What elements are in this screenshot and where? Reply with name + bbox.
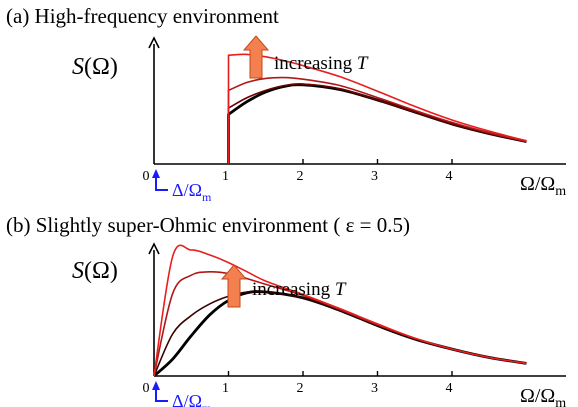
- panel-a-y-axis-arrowhead: [148, 36, 160, 49]
- panel-a-gap-marker: [155, 176, 168, 191]
- panel-a-series-line-3: [227, 76, 527, 164]
- panel-b-annotation: increasing T: [252, 279, 347, 300]
- panel-b-tick-label: 3: [371, 381, 378, 396]
- panel-a-tick-label: 4: [446, 169, 453, 184]
- panel-a-series-line-1: [227, 83, 527, 164]
- panel-a-tick-label: 0: [143, 169, 150, 184]
- panel-a-tick-label: 2: [297, 169, 304, 184]
- panel-b-gap-label: Δ/Ωm: [172, 391, 212, 407]
- panel-a-gap-label: Δ/Ωm: [172, 180, 212, 204]
- panel-b-title: (b) Slightly super-Ohmic environment ( ε…: [6, 213, 411, 237]
- panel-b-gap-marker: [155, 388, 168, 402]
- panel-a-tick-label: 3: [371, 169, 378, 184]
- panel-b-tick-label: 1: [222, 381, 229, 396]
- panel-b-gap-arrowhead: [152, 381, 160, 390]
- panel-b-series-line-2: [153, 290, 527, 377]
- panel-a-title: (a) High-frequency environment: [6, 4, 279, 28]
- panel-b-series-line-4: [153, 244, 527, 377]
- panel-a-ylabel: S(Ω): [72, 54, 118, 80]
- panel-a-annotation: increasing T: [274, 53, 369, 74]
- panel-b-increasing-arrow: [220, 264, 248, 308]
- panel-b-y-axis-arrowhead: [148, 242, 160, 255]
- panel-b-ylabel: S(Ω): [72, 258, 118, 284]
- panel-a-series-line-2: [227, 83, 527, 164]
- panel-a-xlabel: Ω/Ωm: [520, 173, 566, 199]
- panel-a-gap-arrowhead: [152, 169, 160, 178]
- panel-b-tick-label: 4: [446, 381, 453, 396]
- panel-b-tick-label: 2: [297, 381, 304, 396]
- panel-b-xlabel: Ω/Ωm: [520, 385, 566, 407]
- panel-a-increasing-arrow: [242, 35, 270, 79]
- panel-a-tick-label: 1: [222, 169, 229, 184]
- panel-b-tick-label: 0: [143, 381, 150, 396]
